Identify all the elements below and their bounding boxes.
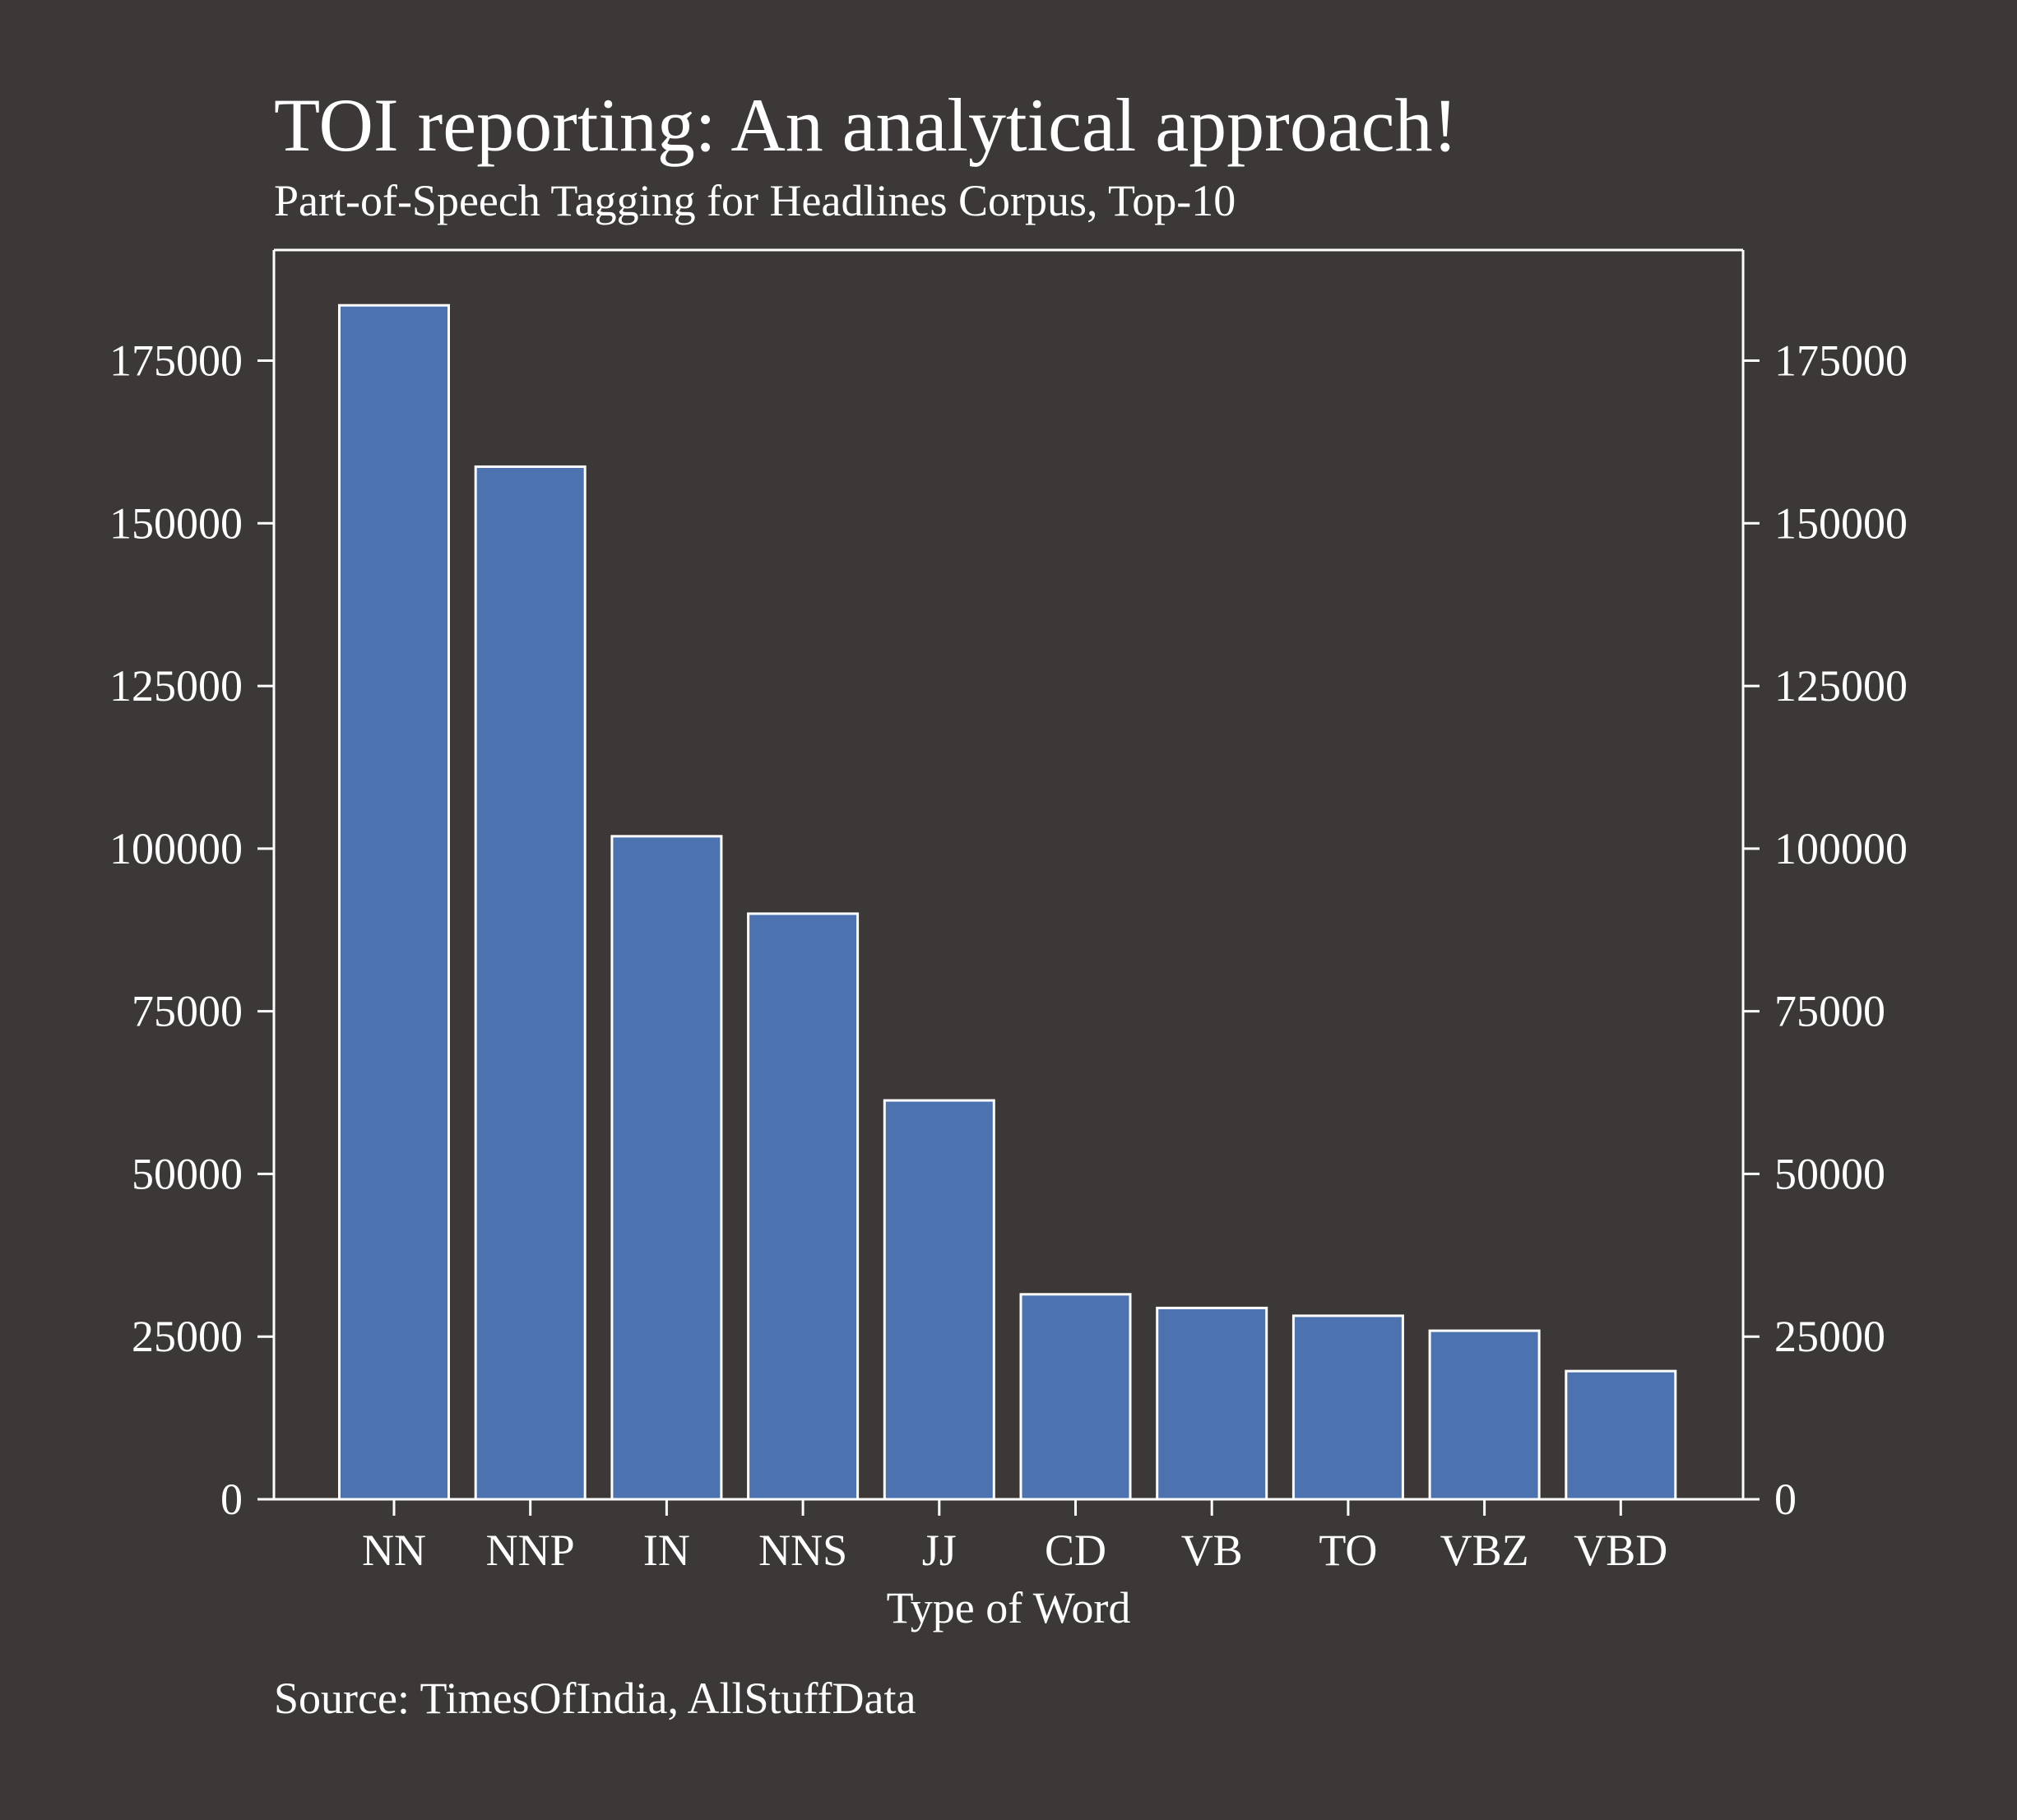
y-tick-label-right: 150000	[1774, 498, 1908, 548]
x-tick-label-vbd: VBD	[1574, 1526, 1667, 1575]
ticks-group: 0 0 25000 25000 50000 50000 75000 75000 100000 10…	[109, 336, 1908, 1575]
bar-nn	[338, 303, 450, 1501]
chart-title: TOI reporting: An analytical approach!	[274, 83, 1458, 167]
x-tick-label-to: TO	[1319, 1526, 1377, 1575]
bar-vbz	[1428, 1329, 1541, 1501]
x-tick-label-in: IN	[643, 1526, 690, 1575]
y-tick-label-left: 50000	[132, 1149, 243, 1198]
y-tick-label-left: 0	[220, 1475, 243, 1524]
y-tick-label-right: 100000	[1774, 824, 1908, 873]
y-tick-label-right: 75000	[1774, 987, 1885, 1036]
bar-vb	[1156, 1306, 1268, 1501]
y-tick-label-right: 175000	[1774, 336, 1908, 385]
bar-vbd	[1565, 1369, 1677, 1501]
x-axis-title: Type of Word	[887, 1583, 1131, 1632]
bars-group	[338, 303, 1677, 1501]
bar-nns	[747, 912, 860, 1501]
y-tick-label-right: 125000	[1774, 661, 1908, 711]
y-tick-label-left: 125000	[109, 661, 243, 711]
x-tick-label-vbz: VBZ	[1440, 1526, 1529, 1575]
chart-subtitle: Part-of-Speech Tagging for Headlines Cor…	[274, 176, 1236, 225]
y-tick-label-left: 100000	[109, 824, 243, 873]
x-tick-label-jj: JJ	[922, 1526, 957, 1575]
y-tick-label-right: 0	[1774, 1475, 1797, 1524]
bar-nnp	[474, 465, 587, 1501]
bar-cd	[1019, 1293, 1132, 1501]
bar-in	[610, 835, 723, 1501]
y-tick-label-left: 150000	[109, 498, 243, 548]
bar-jj	[883, 1099, 995, 1501]
source-note: Source: TimesOfIndia, AllStuffData	[274, 1674, 916, 1723]
axes-group	[272, 248, 1745, 1501]
y-tick-label-left: 25000	[132, 1312, 243, 1361]
y-tick-label-right: 25000	[1774, 1312, 1885, 1361]
x-tick-label-cd: CD	[1045, 1526, 1106, 1575]
y-tick-label-right: 50000	[1774, 1149, 1885, 1198]
bar-to	[1291, 1314, 1404, 1501]
y-tick-label-left: 175000	[109, 336, 243, 385]
x-tick-label-nn: NN	[362, 1526, 426, 1575]
x-tick-label-nns: NNS	[758, 1526, 847, 1575]
y-tick-label-left: 75000	[132, 987, 243, 1036]
x-tick-label-nnp: NNP	[486, 1526, 575, 1575]
x-tick-label-vb: VB	[1181, 1526, 1243, 1575]
